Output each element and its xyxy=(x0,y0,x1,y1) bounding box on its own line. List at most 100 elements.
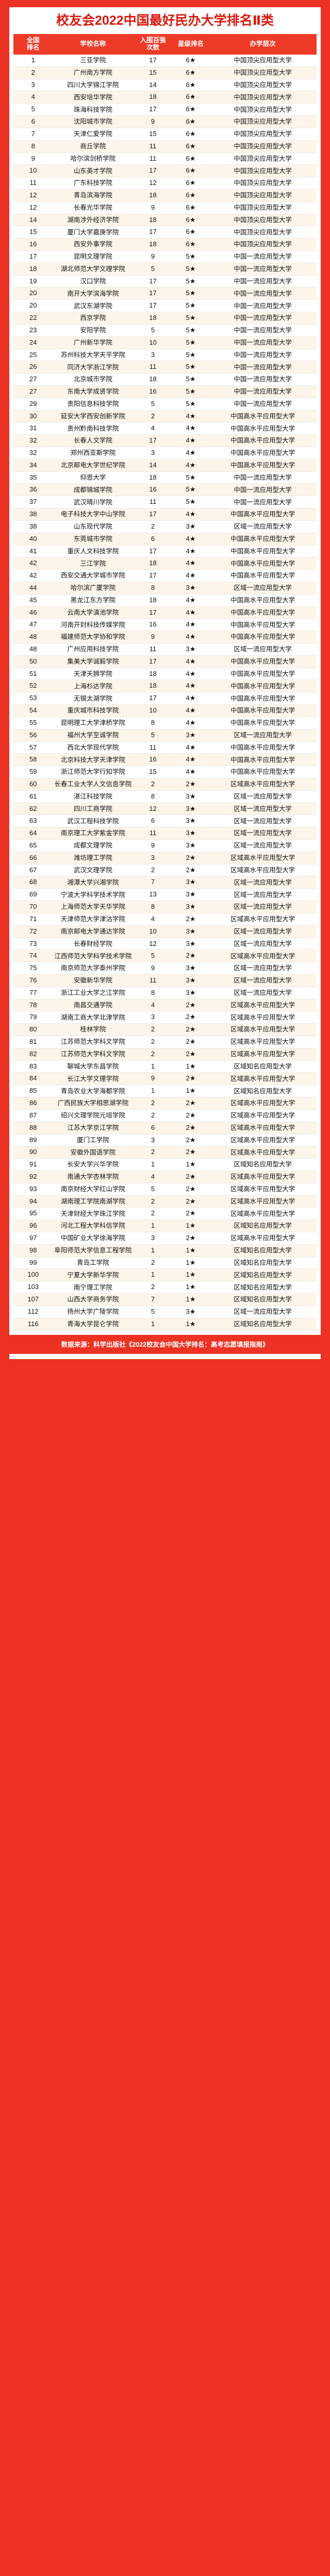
cell-name: 成都文理学院 xyxy=(53,839,134,852)
cell-times: 2 xyxy=(133,1036,173,1048)
table-row: 20 南开大学滨海学院 17 5★ 中国一流应用型大学 xyxy=(13,287,317,300)
cell-star: 1★ xyxy=(172,1281,209,1294)
cell-level: 中国顶尖应用型大学 xyxy=(209,91,317,104)
cell-name: 宁波大学科学技术学院 xyxy=(53,888,134,902)
cell-level: 中国高水平应用型大学 xyxy=(209,606,317,619)
cell-rank: 77 xyxy=(13,987,53,999)
cell-star: 2★ xyxy=(172,1072,209,1086)
cell-star: 2★ xyxy=(172,1146,209,1159)
cell-star: 5★ xyxy=(172,496,209,509)
cell-star: 3★ xyxy=(172,729,209,742)
cell-name: 广州应用科技学院 xyxy=(53,643,134,656)
table-row: 89 厦门工学院 3 2★ 区域高水平应用型大学 xyxy=(13,1134,317,1147)
cell-times: 18 xyxy=(133,373,173,386)
cell-rank: 51 xyxy=(13,668,53,681)
cell-rank: 11 xyxy=(13,177,53,190)
cell-name: 三亚学院 xyxy=(53,55,134,67)
cell-rank: 24 xyxy=(13,336,53,349)
table-row: 9 哈尔滨剑桥学院 11 6★ 中国顶尖应用型大学 xyxy=(13,152,317,165)
cell-level: 区域一流应用型大学 xyxy=(209,839,317,852)
cell-star: 6★ xyxy=(172,66,209,79)
table-row: 99 青岛工学院 2 1★ 区域知名应用型大学 xyxy=(13,1257,317,1269)
cell-rank: 6 xyxy=(13,115,53,128)
table-row: 64 南京理工大学紫金学院 11 3★ 区域一流应用型大学 xyxy=(13,827,317,840)
cell-times: 2 xyxy=(133,1023,173,1036)
cell-times: 15 xyxy=(133,766,173,778)
cell-name: 贵州黔南科技学院 xyxy=(53,422,134,435)
cell-name: 广东科技学院 xyxy=(53,177,134,190)
cell-level: 区域一流应用型大学 xyxy=(209,803,317,816)
cell-star: 6★ xyxy=(172,103,209,116)
cell-level: 区域高水平应用型大学 xyxy=(209,852,317,865)
cell-times: 18 xyxy=(133,668,173,681)
cell-rank: 40 xyxy=(13,533,53,546)
cell-times: 15 xyxy=(133,128,173,141)
table-row: 74 江西师范大学科学技术学院 5 2★ 区域高水平应用型大学 xyxy=(13,950,317,963)
cell-times: 2 xyxy=(133,1109,173,1122)
table-row: 8 商丘学院 11 6★ 中国顶尖应用型大学 xyxy=(13,140,317,153)
cell-star: 2★ xyxy=(172,1048,209,1061)
cell-name: 北京科技大学天津学院 xyxy=(53,753,134,767)
cell-level: 区域一流应用型大学 xyxy=(209,582,317,595)
cell-star: 6★ xyxy=(172,164,209,178)
cell-star: 1★ xyxy=(172,1060,209,1073)
cell-times: 16 xyxy=(133,483,173,497)
col-header-rank: 全国 排名 xyxy=(13,33,53,55)
table-row: 63 武汉工程科技学院 6 3★ 区域一流应用型大学 xyxy=(13,815,317,828)
cell-times: 5 xyxy=(133,729,173,742)
cell-star: 6★ xyxy=(172,115,209,128)
table-row: 20 武汉东湖学院 17 5★ 中国一流应用型大学 xyxy=(13,299,317,313)
table-row: 41 重庆人文科技学院 17 4★ 中国高水平应用型大学 xyxy=(13,545,317,558)
cell-times: 9 xyxy=(133,631,173,643)
cell-name: 绍兴文理学院元培学院 xyxy=(53,1109,134,1122)
table-row: 44 哈尔滨广厦学院 8 3★ 区域一流应用型大学 xyxy=(13,582,317,595)
cell-times: 18 xyxy=(133,680,173,693)
cell-star: 6★ xyxy=(172,226,209,239)
cell-level: 中国顶尖应用型大学 xyxy=(209,115,317,128)
table-row: 37 武汉晴川学院 11 5★ 中国一流应用型大学 xyxy=(13,496,317,509)
cell-level: 区域知名应用型大学 xyxy=(209,1257,317,1269)
cell-level: 中国一流应用型大学 xyxy=(209,496,317,509)
cell-rank: 16 xyxy=(13,238,53,251)
cell-level: 中国高水平应用型大学 xyxy=(209,447,317,460)
table-row: 100 宁夏大学新华学院 1 1★ 区域知名应用型大学 xyxy=(13,1268,317,1282)
cell-name: 南京理工大学紫金学院 xyxy=(53,827,134,840)
cell-times: 18 xyxy=(133,594,173,607)
cell-name: 青海大学昆仑学院 xyxy=(53,1318,134,1331)
cell-times: 17 xyxy=(133,606,173,619)
table-row: 87 绍兴文理学院元培学院 2 2★ 区域高水平应用型大学 xyxy=(13,1109,317,1122)
cell-name: 长安大学兴华学院 xyxy=(53,1158,134,1171)
cell-level: 区域高水平应用型大学 xyxy=(209,1011,317,1024)
cell-times: 9 xyxy=(133,115,173,128)
cell-rank: 81 xyxy=(13,1036,53,1048)
cell-level: 区域知名应用型大学 xyxy=(209,1158,317,1171)
cell-name: 昆明理工大学津桥学院 xyxy=(53,717,134,730)
table-row: 103 南宁理工学院 2 1★ 区域知名应用型大学 xyxy=(13,1281,317,1294)
cell-star: 4★ xyxy=(172,717,209,730)
table-row: 79 湖南工商大学北津学院 3 2★ 区域高水平应用型大学 xyxy=(13,1011,317,1024)
table-row: 7 天津仁爱学院 15 6★ 中国顶尖应用型大学 xyxy=(13,128,317,141)
cell-star: 1★ xyxy=(172,1257,209,1269)
cell-rank: 36 xyxy=(13,483,53,497)
cell-times: 3 xyxy=(133,1232,173,1245)
cell-level: 中国高水平应用型大学 xyxy=(209,704,317,717)
table-row: 46 云南大学滇池学院 17 4★ 中国高水平应用型大学 xyxy=(13,606,317,619)
cell-times: 11 xyxy=(133,643,173,656)
table-row: 38 山东现代学院 2 3★ 区域一流应用型大学 xyxy=(13,520,317,533)
cell-times: 13 xyxy=(133,888,173,902)
table-row: 97 中国矿业大学徐海学院 3 2★ 区域高水平应用型大学 xyxy=(13,1232,317,1245)
cell-star: 6★ xyxy=(172,152,209,165)
cell-level: 中国高水平应用型大学 xyxy=(209,545,317,558)
cell-name: 无锡太湖学院 xyxy=(53,692,134,705)
table-row: 70 上海师范大学天华学院 8 3★ 区域一流应用型大学 xyxy=(13,901,317,913)
cell-star: 5★ xyxy=(172,373,209,386)
table-row: 38 电子科技大学中山学院 17 4★ 中国高水平应用型大学 xyxy=(13,508,317,521)
cell-rank: 75 xyxy=(13,962,53,975)
table-row: 55 昆明理工大学津桥学院 8 4★ 中国高水平应用型大学 xyxy=(13,717,317,730)
cell-level: 区域一流应用型大学 xyxy=(209,790,317,803)
cell-star: 4★ xyxy=(172,655,209,668)
cell-name: 西安培华学院 xyxy=(53,91,134,104)
table-row: 90 安徽外国语学院 2 2★ 区域高水平应用型大学 xyxy=(13,1146,317,1159)
cell-name: 同济大学浙江学院 xyxy=(53,361,134,374)
cell-level: 区域一流应用型大学 xyxy=(209,520,317,533)
